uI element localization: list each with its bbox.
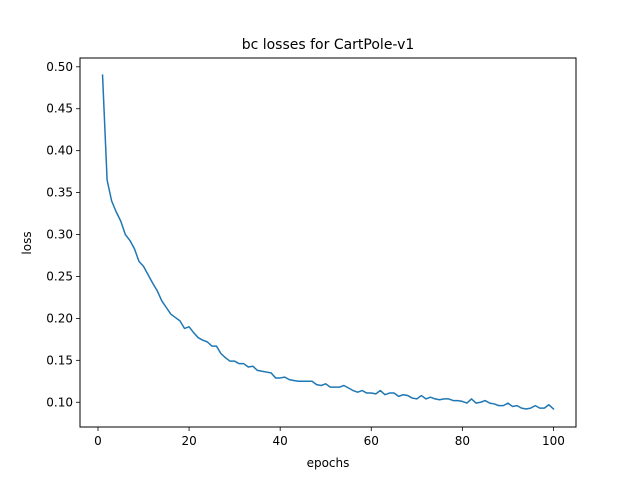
chart-title: bc losses for CartPole-v1: [242, 37, 415, 53]
y-tick-label: 0.15: [46, 353, 73, 367]
x-tick-label: 60: [364, 434, 379, 448]
x-tick-label: 40: [273, 434, 288, 448]
y-tick-label: 0.25: [46, 269, 73, 283]
x-tick-label: 80: [455, 434, 470, 448]
y-axis-ticks: 0.10 0.15 0.20 0.25 0.30 0.35 0.40 0.45 0.50: [46, 60, 80, 409]
y-tick-label: 0.50: [46, 60, 73, 74]
y-tick-label: 0.40: [46, 144, 73, 158]
plot-area: [79, 57, 577, 428]
x-axis-ticks: 0 20 40 60 80 100: [94, 427, 565, 448]
x-axis-label: epochs: [307, 456, 350, 470]
y-tick-label: 0.20: [46, 311, 73, 325]
x-tick-label: 0: [94, 434, 102, 448]
series-line-loss: [101, 74, 555, 411]
y-tick-label: 0.35: [46, 186, 73, 200]
y-tick-label: 0.10: [46, 395, 73, 409]
y-tick-label: 0.45: [46, 102, 73, 116]
x-tick-label: 100: [542, 434, 565, 448]
axes-frame: [79, 57, 577, 428]
x-tick-label: 20: [181, 434, 196, 448]
y-tick-label: 0.30: [46, 228, 73, 242]
y-axis-label: loss: [20, 231, 34, 254]
